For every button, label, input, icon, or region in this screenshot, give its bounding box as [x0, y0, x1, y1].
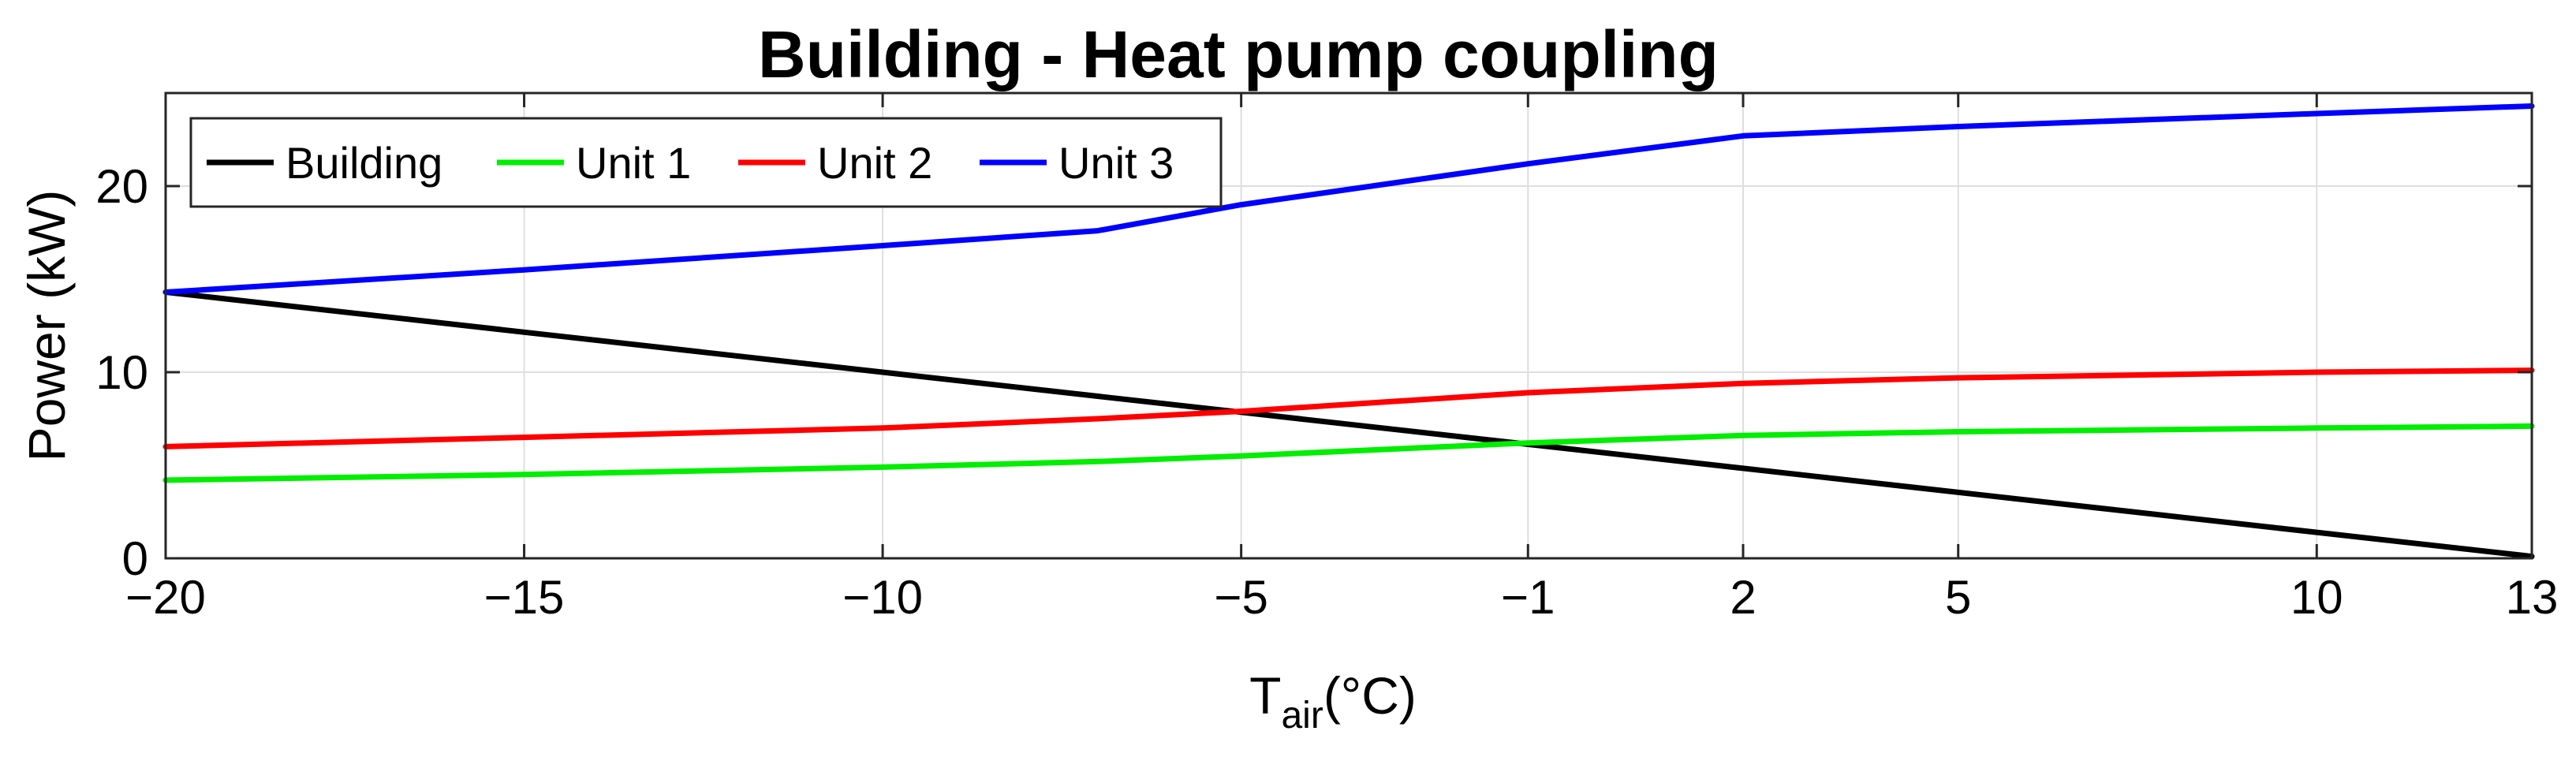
x-tick-label: −20: [125, 571, 206, 624]
legend-label-unit-2: Unit 2: [817, 138, 932, 188]
x-axis-label-main: T: [1249, 666, 1281, 725]
plot-series: [162, 103, 2535, 560]
legend-label-building: Building: [286, 138, 442, 188]
plot-frame: [164, 91, 2533, 560]
x-axis-label: Tair(°C): [1249, 666, 1417, 736]
y-tick-label: 20: [95, 160, 148, 213]
x-tick-label: 13: [2506, 571, 2559, 624]
x-axis-label-subscript: air: [1281, 695, 1323, 736]
y-tick-label: 10: [95, 346, 148, 399]
x-tick-label: −15: [484, 571, 565, 624]
x-axis-label-unit: (°C): [1323, 666, 1417, 725]
y-tick-label: 0: [122, 532, 148, 585]
y-axis-label: Power (kW): [17, 190, 76, 462]
legend: Building Unit 1 Unit 2 Unit 3: [189, 117, 1223, 208]
chart-title: Building - Heat pump coupling: [758, 17, 1719, 91]
series-line-building: [162, 289, 2535, 560]
x-tick-label: −5: [1214, 571, 1267, 624]
series-line-unit-2: [162, 367, 2535, 449]
x-tick-label: 10: [2290, 571, 2343, 624]
legend-box: [189, 117, 1223, 208]
x-tick-label: 5: [1945, 571, 1971, 624]
legend-label-unit-1: Unit 1: [576, 138, 691, 188]
axis-ticks: −20 −15 −10 −5 −1 2 5 10 13 0 10 20: [95, 93, 2558, 624]
series-line-unit-1: [162, 423, 2535, 483]
legend-label-unit-3: Unit 3: [1058, 138, 1174, 188]
x-tick-label: 2: [1730, 571, 1756, 624]
x-tick-label: −1: [1501, 571, 1555, 624]
x-tick-label: −10: [842, 571, 923, 624]
series-line-unit-3: [162, 103, 2535, 295]
